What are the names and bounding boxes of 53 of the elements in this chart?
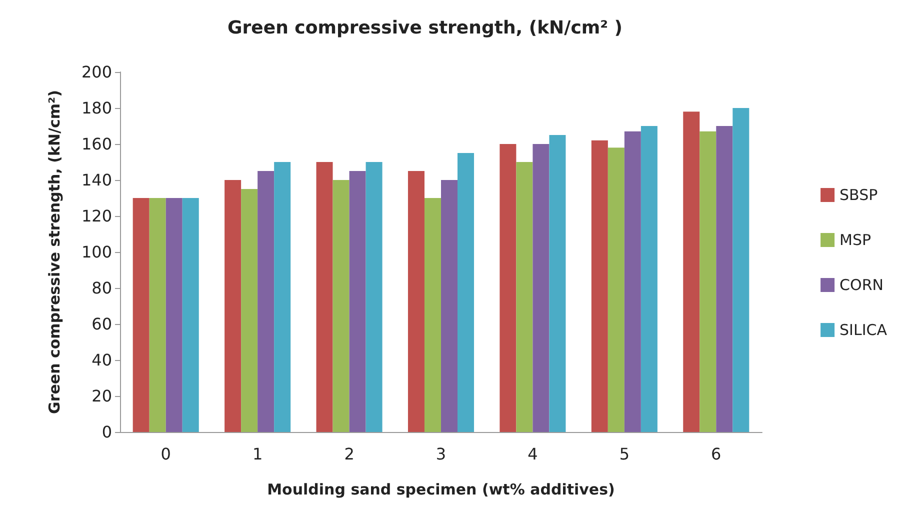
bar (182, 198, 199, 432)
bar (716, 126, 733, 432)
legend-label: SBSP (840, 186, 878, 204)
x-tick-label: 3 (436, 444, 446, 464)
bar (640, 126, 658, 432)
bar (408, 171, 424, 432)
bar (332, 180, 350, 432)
bar (349, 171, 366, 432)
x-tick-label: 0 (160, 444, 171, 464)
bar (441, 180, 458, 432)
y-tick-label: 100 (81, 242, 112, 262)
bar (624, 131, 641, 432)
bar (516, 162, 533, 432)
bar (258, 171, 274, 432)
bar (366, 162, 382, 432)
bar (149, 198, 166, 432)
bar (608, 148, 624, 432)
bar (700, 131, 716, 432)
bar (458, 153, 474, 432)
x-tick-label: 2 (344, 444, 354, 464)
bar (224, 180, 242, 432)
bar (532, 144, 550, 432)
x-tick-label: 6 (711, 444, 722, 464)
y-tick-label: 0 (102, 422, 112, 442)
y-tick-label: 200 (81, 62, 112, 82)
bar (549, 135, 566, 432)
legend-label: CORN (840, 276, 884, 294)
bar (424, 198, 441, 432)
x-tick-label: 5 (619, 444, 630, 464)
bar (316, 162, 333, 432)
y-tick-label: 140 (81, 170, 112, 190)
x-tick-label: 1 (252, 444, 263, 464)
y-axis-title: Green compressive strength, (kN/cm²) (46, 90, 64, 414)
bar (274, 162, 291, 432)
legend-label: SILICA (840, 321, 888, 339)
y-tick-label: 120 (81, 206, 112, 226)
bar (241, 189, 258, 432)
x-tick-label: 4 (528, 444, 538, 464)
y-tick-label: 80 (92, 278, 112, 298)
y-tick-label: 180 (81, 98, 112, 118)
y-tick-label: 160 (81, 134, 112, 154)
bar (166, 198, 182, 432)
y-tick-label: 20 (92, 386, 112, 406)
bar (683, 112, 700, 432)
bar (132, 198, 150, 432)
x-axis-title: Moulding sand specimen (wt% additives) (267, 480, 615, 498)
legend-label: MSP (840, 231, 872, 249)
bar (500, 144, 516, 432)
bar (591, 140, 608, 432)
chart-title: Green compressive strength, (kN/cm² ) (228, 18, 622, 38)
bar (732, 108, 750, 432)
y-tick-label: 60 (92, 314, 112, 334)
y-tick-label: 40 (92, 350, 112, 370)
